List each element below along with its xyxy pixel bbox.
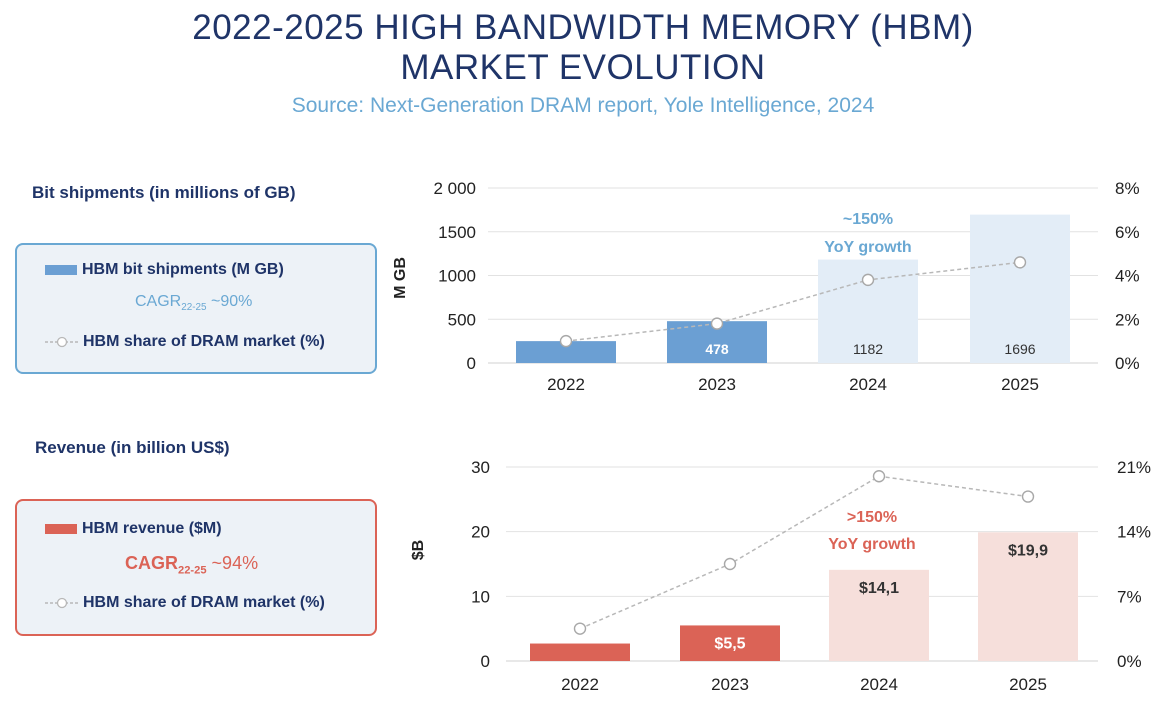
page-subtitle: Source: Next-Generation DRAM report, Yol… [291, 94, 875, 117]
bits-bar-data-label: 1182 [853, 341, 883, 357]
bits-annotation-line-1: ~150% [843, 211, 893, 228]
revenue-bar [978, 532, 1078, 661]
revenue-bar-data-label: $14,1 [859, 580, 899, 597]
bits-y2-tick-label: 0% [1115, 354, 1140, 373]
bits-share-line [565, 261, 1021, 342]
bits-x-category-label: 2024 [849, 375, 887, 394]
revenue-section-label: Revenue (in billion US$) [35, 438, 230, 457]
revenue-bar-data-label: $19,9 [1008, 542, 1048, 559]
revenue-y-tick-label: 10 [471, 587, 490, 606]
bits-y2-tick-label: 2% [1115, 310, 1140, 329]
revenue-bar-data-label: $5,5 [714, 635, 745, 652]
page-title-line-2: MARKET EVOLUTION [400, 48, 766, 87]
revenue-y2-tick-label: 7% [1117, 587, 1142, 606]
revenue-legend-box: HBM revenue ($M) CAGR22-25 ~94% HBM shar… [15, 499, 377, 636]
bit-shipments-cagr: CAGR22-25 ~90% [135, 293, 252, 313]
bits-bar [970, 214, 1070, 363]
bits-y-axis-label: M GB [392, 257, 409, 299]
bit-shipments-bar-legend: HBM bit shipments (M GB) [45, 261, 284, 279]
bit-shipments-cagr-value: ~90% [206, 293, 253, 310]
page-title: 2022-2025 HIGH BANDWIDTH MEMORY (HBM) MA… [0, 8, 1166, 88]
revenue-bar-legend: HBM revenue ($M) [45, 520, 222, 538]
page-title-line-1: 2022-2025 HIGH BANDWIDTH MEMORY (HBM) [192, 8, 974, 47]
bits-y-tick-label: 1500 [438, 223, 476, 242]
dashed-line-marker-icon [45, 597, 79, 609]
revenue-x-category-label: 2025 [1009, 675, 1047, 694]
revenue-share-point [872, 470, 886, 483]
bits-y-tick-label: 0 [467, 354, 476, 373]
bits-bar [516, 341, 616, 363]
red-bar-swatch-icon [45, 524, 77, 534]
bits-y-tick-label: 500 [448, 310, 476, 329]
revenue-y2-tick-label: 14% [1117, 523, 1151, 542]
revenue-share-point [573, 622, 587, 635]
bit-shipments-bar-legend-label: HBM bit shipments (M GB) [82, 261, 284, 278]
bits-bar-data-label: 1696 [1004, 341, 1035, 357]
revenue-x-category-label: 2024 [860, 675, 898, 694]
bits-share-point [1013, 256, 1027, 269]
revenue-y-tick-label: 30 [471, 458, 490, 477]
revenue-y-tick-label: 20 [471, 523, 490, 542]
revenue-bar [829, 569, 929, 661]
bits-x-category-label: 2023 [698, 375, 736, 394]
revenue-share-line [579, 475, 1029, 630]
revenue-y-axis-label: $B [410, 540, 427, 560]
bits-share-point [559, 334, 573, 348]
bits-y2-tick-label: 4% [1115, 267, 1140, 286]
bits-share-point [710, 317, 724, 330]
revenue-cagr-value: ~94% [206, 553, 259, 573]
revenue-x-category-label: 2023 [711, 675, 749, 694]
revenue-x-category-label: 2022 [561, 675, 599, 694]
dashed-line-marker-icon [45, 336, 79, 348]
revenue-y2-tick-label: 21% [1117, 458, 1151, 477]
bits-bar-data-label: 478 [705, 341, 729, 357]
revenue-line-legend-label: HBM share of DRAM market (%) [83, 594, 325, 611]
bit-shipments-line-legend: HBM share of DRAM market (%) [45, 333, 325, 351]
bit-shipments-legend-box: HBM bit shipments (M GB) CAGR22-25 ~90% … [15, 243, 377, 374]
revenue-annotation-line-2: YoY growth [828, 536, 915, 553]
bits-y2-tick-label: 6% [1115, 223, 1140, 242]
bit-shipments-section-label: Bit shipments (in millions of GB) [32, 183, 296, 202]
revenue-annotation-line-1: >150% [847, 509, 897, 526]
revenue-cagr-sub: 22-25 [178, 564, 207, 577]
revenue-line-legend: HBM share of DRAM market (%) [45, 594, 325, 612]
revenue-y-tick-label: 0 [481, 652, 490, 671]
bits-y2-tick-label: 8% [1115, 179, 1140, 198]
revenue-cagr-prefix: CAGR [125, 553, 178, 573]
revenue-share-point [723, 557, 737, 571]
bits-x-category-label: 2025 [1001, 375, 1039, 394]
revenue-cagr: CAGR22-25 ~94% [125, 553, 258, 577]
revenue-y2-tick-label: 0% [1117, 652, 1142, 671]
revenue-bar [680, 625, 780, 661]
bits-y-tick-label: 1000 [438, 267, 476, 286]
bits-share-point [861, 273, 875, 287]
bits-y-tick-label: 2 000 [433, 179, 476, 198]
bits-x-category-label: 2022 [547, 375, 585, 394]
blue-bar-swatch-icon [45, 265, 77, 275]
bit-shipments-cagr-prefix: CAGR [135, 293, 182, 310]
revenue-share-point [1021, 490, 1035, 503]
bit-shipments-cagr-sub: 22-25 [181, 302, 207, 314]
bits-annotation-line-2: YoY growth [824, 239, 911, 256]
bit-shipments-line-legend-label: HBM share of DRAM market (%) [83, 333, 325, 350]
revenue-bar [530, 643, 630, 661]
revenue-bar-legend-label: HBM revenue ($M) [82, 520, 222, 537]
